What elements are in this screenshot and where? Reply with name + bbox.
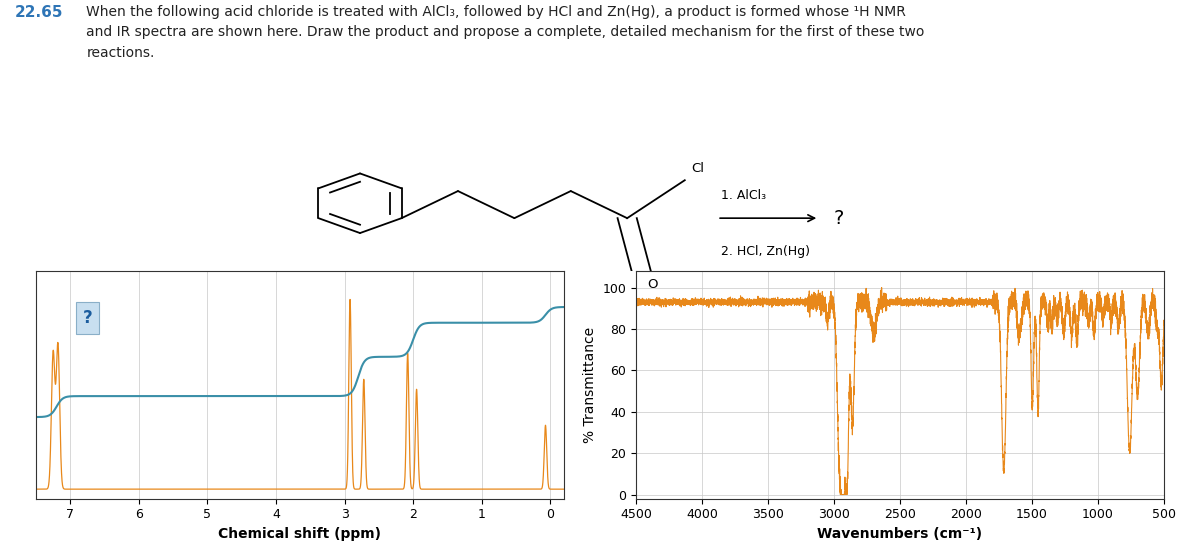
Y-axis label: % Transmittance: % Transmittance: [583, 327, 596, 443]
Text: ?: ?: [83, 309, 92, 327]
X-axis label: Wavenumbers (cm⁻¹): Wavenumbers (cm⁻¹): [817, 527, 983, 541]
X-axis label: Chemical shift (ppm): Chemical shift (ppm): [218, 527, 382, 541]
Text: Cl: Cl: [691, 162, 703, 175]
Text: When the following acid chloride is treated with AlCl₃, followed by HCl and Zn(H: When the following acid chloride is trea…: [86, 5, 925, 60]
Text: ?: ?: [834, 209, 844, 228]
Text: 2. HCl, Zn(Hg): 2. HCl, Zn(Hg): [721, 245, 810, 258]
Text: 22.65: 22.65: [14, 5, 62, 21]
Text: O: O: [648, 278, 658, 291]
Text: 1. AlCl₃: 1. AlCl₃: [721, 189, 766, 202]
